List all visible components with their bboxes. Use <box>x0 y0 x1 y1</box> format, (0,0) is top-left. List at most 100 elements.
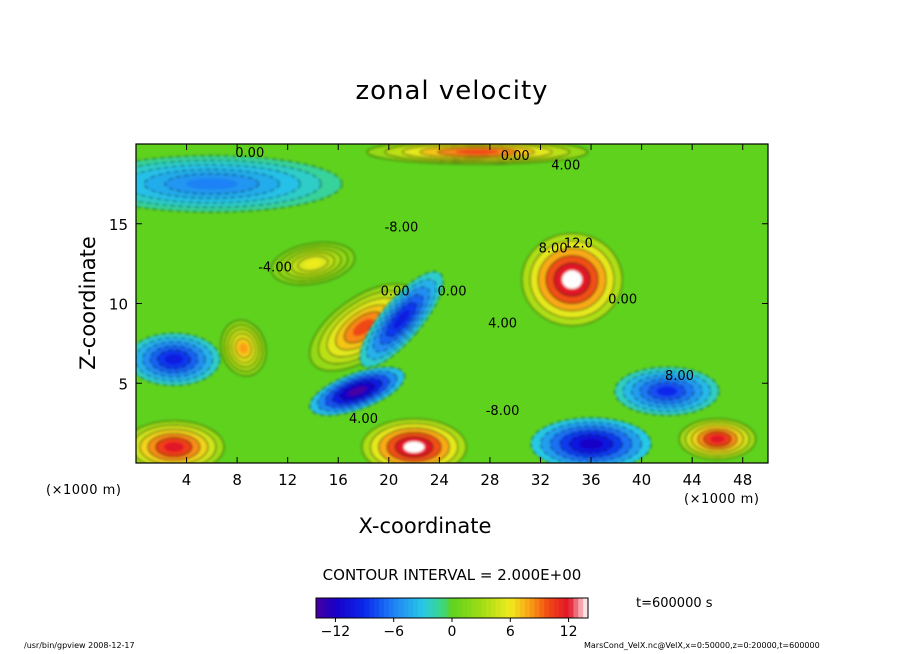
colorbar-cell <box>544 598 550 618</box>
field-level <box>562 270 583 289</box>
x-axis-unit-left: (×1000 m) <box>46 483 122 498</box>
y-tick-label: 15 <box>109 216 128 234</box>
colorbar-cell <box>447 598 453 618</box>
colorbar-cell <box>534 598 541 618</box>
x-tick-label: 36 <box>581 471 600 489</box>
field-feature-2 <box>220 320 267 377</box>
time-label: t=600000 s <box>636 596 713 611</box>
y-axis-label: Z-coordinate <box>76 236 100 370</box>
colorbar-cell <box>408 598 414 618</box>
colorbar-cell <box>316 598 322 618</box>
colorbar-cell <box>422 598 429 618</box>
field-level <box>403 441 425 453</box>
contour-interval-label: CONTOUR INTERVAL = 2.000E+00 <box>322 566 582 584</box>
colorbar-cell <box>379 598 385 618</box>
colorbar-cell <box>452 598 458 618</box>
footer-data-source: MarsCond_VelX.nc@VelX,x=0:50000,z=0:2000… <box>584 641 820 650</box>
colorbar-cell <box>427 598 434 618</box>
contour-label: 0.00 <box>438 285 467 300</box>
field-feature-10 <box>136 420 225 463</box>
field-level <box>352 318 375 337</box>
colorbar-cell <box>515 598 521 618</box>
x-tick-label: 28 <box>480 471 499 489</box>
contour-label: 0.00 <box>501 149 530 164</box>
plot-area <box>136 144 768 463</box>
field-feature-13 <box>136 155 343 213</box>
field-level <box>238 342 248 354</box>
colorbar-cell <box>350 598 356 618</box>
x-tick-label: 12 <box>278 471 297 489</box>
x-axis: 4 8 12 16 20 24 28 32 36 40 44 48 <box>182 144 752 489</box>
y-axis: 5 10 15 <box>109 216 768 393</box>
contour-label: -8.00 <box>486 404 520 419</box>
colorbar-cell <box>549 598 555 618</box>
colorbar-cell <box>495 598 502 618</box>
field-feature-6 <box>136 332 221 386</box>
contour-label: -8.00 <box>385 221 419 236</box>
x-tick-label: 32 <box>531 471 550 489</box>
colorbar-cell <box>354 598 361 618</box>
colorbar-cell <box>529 598 536 618</box>
colorbar-cell <box>320 598 327 618</box>
colorbar-cell <box>369 598 375 618</box>
field-feature-11 <box>678 418 756 460</box>
colorbar: −12 −6 0 6 12 <box>315 597 589 640</box>
colorbar-cell <box>398 598 405 618</box>
colorbar-cell <box>568 598 575 618</box>
field-level <box>164 354 184 365</box>
x-tick-label: 24 <box>430 471 449 489</box>
colorbar-cell <box>384 598 390 618</box>
contour-label: 0.00 <box>608 293 637 308</box>
colorbar-cell <box>374 598 380 618</box>
colorbar-cell <box>340 598 346 618</box>
x-axis-unit-right: (×1000 m) <box>684 492 760 507</box>
field-feature-4 <box>309 366 406 416</box>
contour-label: 0.00 <box>235 146 264 161</box>
field-feature-7 <box>614 366 720 416</box>
field-level <box>709 435 726 444</box>
field-level <box>656 386 678 397</box>
colorbar-cell <box>456 598 463 618</box>
colorbar-cell <box>413 598 419 618</box>
y-tick-label: 10 <box>109 296 128 314</box>
colorbar-cell <box>563 598 570 618</box>
x-tick-label: 16 <box>329 471 348 489</box>
colorbar-tick-label: 6 <box>506 624 515 640</box>
colorbar-cell <box>466 598 473 618</box>
colorbar-cell <box>505 598 511 618</box>
colorbar-cell <box>442 598 448 618</box>
colorbar-cell <box>486 598 492 618</box>
colorbar-cell <box>418 598 424 618</box>
colorbar-cell <box>539 598 545 618</box>
footer-program-date: /usr/bin/gpview 2008-12-17 <box>24 641 135 650</box>
colorbar-cell <box>524 598 531 618</box>
field-feature-9 <box>361 418 467 463</box>
colorbar-cell <box>558 598 565 618</box>
field-feature-5 <box>521 233 623 327</box>
colorbar-cell <box>345 598 351 618</box>
x-tick-label: 48 <box>733 471 752 489</box>
contour-label: 4.00 <box>488 316 517 331</box>
colorbar-cell <box>476 598 482 618</box>
colorbar-cell <box>481 598 487 618</box>
field-level <box>163 441 184 453</box>
field-level <box>579 438 604 450</box>
colorbar-cell <box>573 598 579 618</box>
contour-label: 8.00 <box>665 369 694 384</box>
x-tick-label: 40 <box>632 471 651 489</box>
x-axis-label: X-coordinate <box>358 514 492 538</box>
contour-labels: 0.004.00-8.008.0012.00.004.000.00-8.004.… <box>235 146 694 427</box>
field-level <box>347 386 367 397</box>
contour-label: 4.00 <box>349 412 378 427</box>
colorbar-cell <box>403 598 409 618</box>
field-feature-8 <box>530 417 652 463</box>
colorbar-cell <box>471 598 477 618</box>
contour-label: 8.00 <box>539 241 568 256</box>
chart-title: zonal velocity <box>355 76 549 106</box>
colorbar-tick-label: 12 <box>560 624 578 640</box>
colorbar-tick-label: −6 <box>383 624 404 640</box>
colorbar-cell <box>437 598 443 618</box>
colorbar-cell <box>388 598 395 618</box>
colorbar-cell <box>330 598 337 618</box>
